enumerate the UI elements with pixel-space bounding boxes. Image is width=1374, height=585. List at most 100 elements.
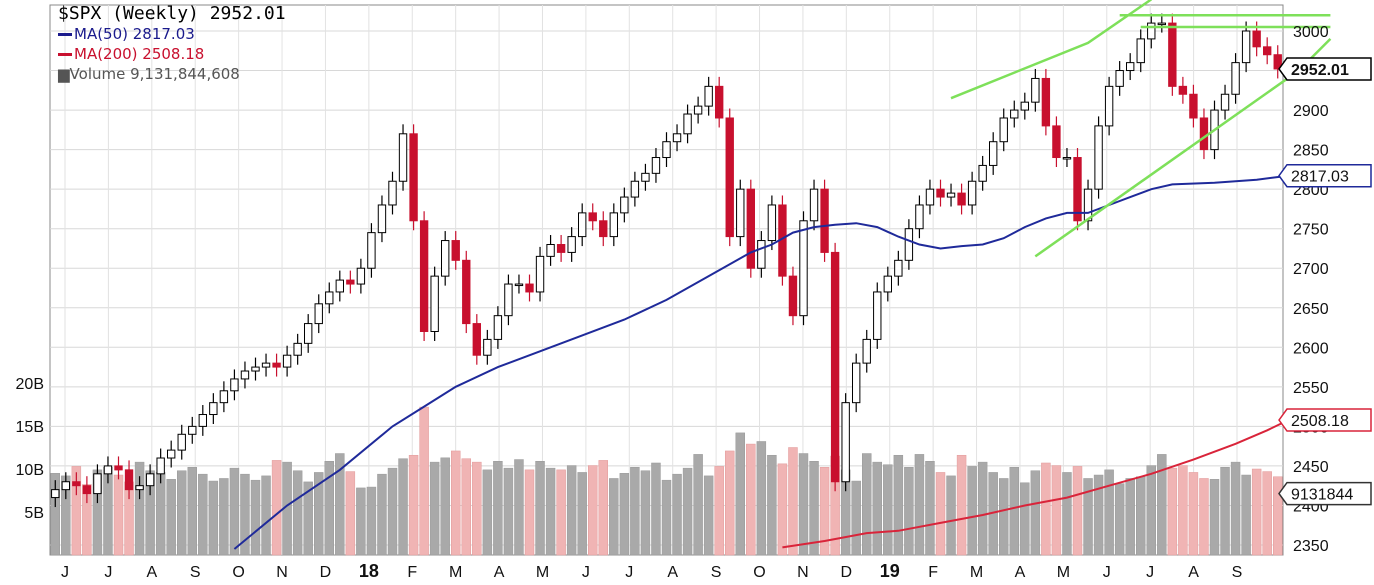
volume-bar bbox=[640, 470, 651, 556]
candle-body bbox=[883, 275, 892, 293]
date-axis: J J A S O N D 18 F M A M J J A S O N D 19 F M A M J J A S bbox=[61, 561, 1242, 581]
candle-body bbox=[1147, 22, 1156, 40]
volume-icon: ▆ bbox=[58, 65, 70, 83]
volume-bar bbox=[219, 478, 229, 556]
candle-body bbox=[451, 240, 460, 261]
volume-callout-text: 9131844 bbox=[1291, 487, 1353, 504]
volume-bar bbox=[545, 467, 556, 556]
candle-body bbox=[188, 425, 197, 435]
candle-body bbox=[398, 133, 408, 182]
candle-body bbox=[419, 220, 429, 332]
candle-body bbox=[546, 244, 555, 257]
volume-tick-label: 15B bbox=[16, 419, 44, 436]
date-tick-label: J bbox=[104, 564, 112, 581]
candle-body bbox=[957, 192, 966, 206]
volume-bar bbox=[693, 454, 703, 556]
volume-bar bbox=[1157, 454, 1167, 556]
volume-bar bbox=[1093, 474, 1104, 556]
volume-bar bbox=[419, 406, 429, 556]
candle-body bbox=[514, 283, 524, 287]
candle-body bbox=[82, 485, 92, 495]
volume-bar bbox=[1251, 468, 1262, 556]
volume-bar bbox=[1062, 472, 1072, 556]
candle-body bbox=[1094, 125, 1103, 190]
legend-volume: ▆Volume 9,131,844,608 bbox=[58, 65, 240, 83]
volume-bar bbox=[314, 472, 324, 556]
date-tick-label: S bbox=[1232, 564, 1243, 581]
candle-body bbox=[377, 204, 387, 234]
candle-body bbox=[989, 141, 998, 166]
date-tick-label: 19 bbox=[880, 561, 900, 581]
candle-body bbox=[683, 113, 692, 135]
candle-body bbox=[693, 105, 703, 115]
candle-body bbox=[282, 354, 292, 368]
price-tick-label: 3000 bbox=[1293, 24, 1329, 41]
candle-body bbox=[346, 279, 355, 285]
volume-bar bbox=[651, 462, 661, 556]
volume-bar bbox=[187, 467, 197, 556]
volume-bar bbox=[335, 453, 345, 556]
volume-bar bbox=[166, 479, 176, 556]
date-tick-label: A bbox=[1188, 564, 1199, 581]
volume-bar bbox=[50, 473, 60, 556]
volume-bar bbox=[408, 454, 419, 556]
date-tick-label: M bbox=[1057, 564, 1070, 581]
candle-body bbox=[736, 188, 745, 238]
candle-body bbox=[725, 117, 734, 238]
price-tick-label: 2450 bbox=[1293, 459, 1329, 476]
candle-body bbox=[388, 180, 397, 206]
candle-body bbox=[715, 85, 724, 119]
date-tick-label: O bbox=[232, 564, 244, 581]
volume-bar bbox=[1188, 472, 1199, 556]
volume-bar bbox=[1125, 478, 1135, 556]
volume-bar bbox=[577, 472, 587, 556]
date-tick-label: D bbox=[320, 564, 332, 581]
candle-body bbox=[409, 133, 418, 222]
candle-body bbox=[704, 85, 713, 107]
candle-body bbox=[535, 255, 545, 293]
volume-bar bbox=[503, 467, 514, 556]
volume-bar bbox=[714, 466, 724, 556]
candle-body bbox=[1178, 85, 1188, 95]
date-tick-label: A bbox=[667, 564, 678, 581]
price-tick-label: 2700 bbox=[1293, 261, 1329, 278]
volume-bar bbox=[535, 461, 545, 556]
candle-body bbox=[925, 188, 935, 206]
date-tick-label: A bbox=[146, 564, 157, 581]
volume-bar bbox=[1009, 467, 1019, 556]
candle-body bbox=[809, 188, 819, 222]
candle-body bbox=[915, 204, 924, 230]
volume-bar bbox=[1167, 467, 1178, 556]
legend-ma200: MA(200) 2508.18 bbox=[58, 44, 286, 64]
volume-bar bbox=[609, 478, 619, 556]
candle-body bbox=[746, 188, 755, 269]
volume-bar bbox=[946, 475, 956, 556]
date-tick-label: N bbox=[276, 564, 288, 581]
date-tick-label: J bbox=[61, 564, 69, 581]
price-tick-label: 2900 bbox=[1293, 103, 1329, 120]
candle-body bbox=[894, 259, 903, 277]
candle-body bbox=[1115, 70, 1124, 87]
candle-body bbox=[1010, 109, 1019, 119]
volume-bar bbox=[809, 461, 819, 556]
volume-bar bbox=[440, 457, 450, 556]
candle-body bbox=[1062, 157, 1072, 160]
candle-body bbox=[873, 291, 882, 340]
volume-bar bbox=[682, 467, 693, 556]
date-tick-label: J bbox=[625, 564, 633, 581]
candle-body bbox=[293, 342, 302, 356]
candle-body bbox=[641, 172, 650, 182]
candle-body bbox=[936, 188, 945, 198]
candle-body bbox=[904, 228, 914, 261]
volume-bar bbox=[566, 465, 577, 556]
volume-bar bbox=[999, 478, 1009, 556]
volume-bar bbox=[324, 461, 334, 556]
volume-bar bbox=[935, 472, 946, 556]
candle-body bbox=[240, 370, 250, 380]
candle-body bbox=[356, 267, 366, 285]
candle-body bbox=[325, 291, 334, 305]
volume-bar bbox=[1262, 471, 1272, 556]
volume-bar bbox=[1030, 470, 1041, 556]
volume-bar bbox=[630, 467, 640, 556]
volume-bar bbox=[1020, 482, 1030, 556]
